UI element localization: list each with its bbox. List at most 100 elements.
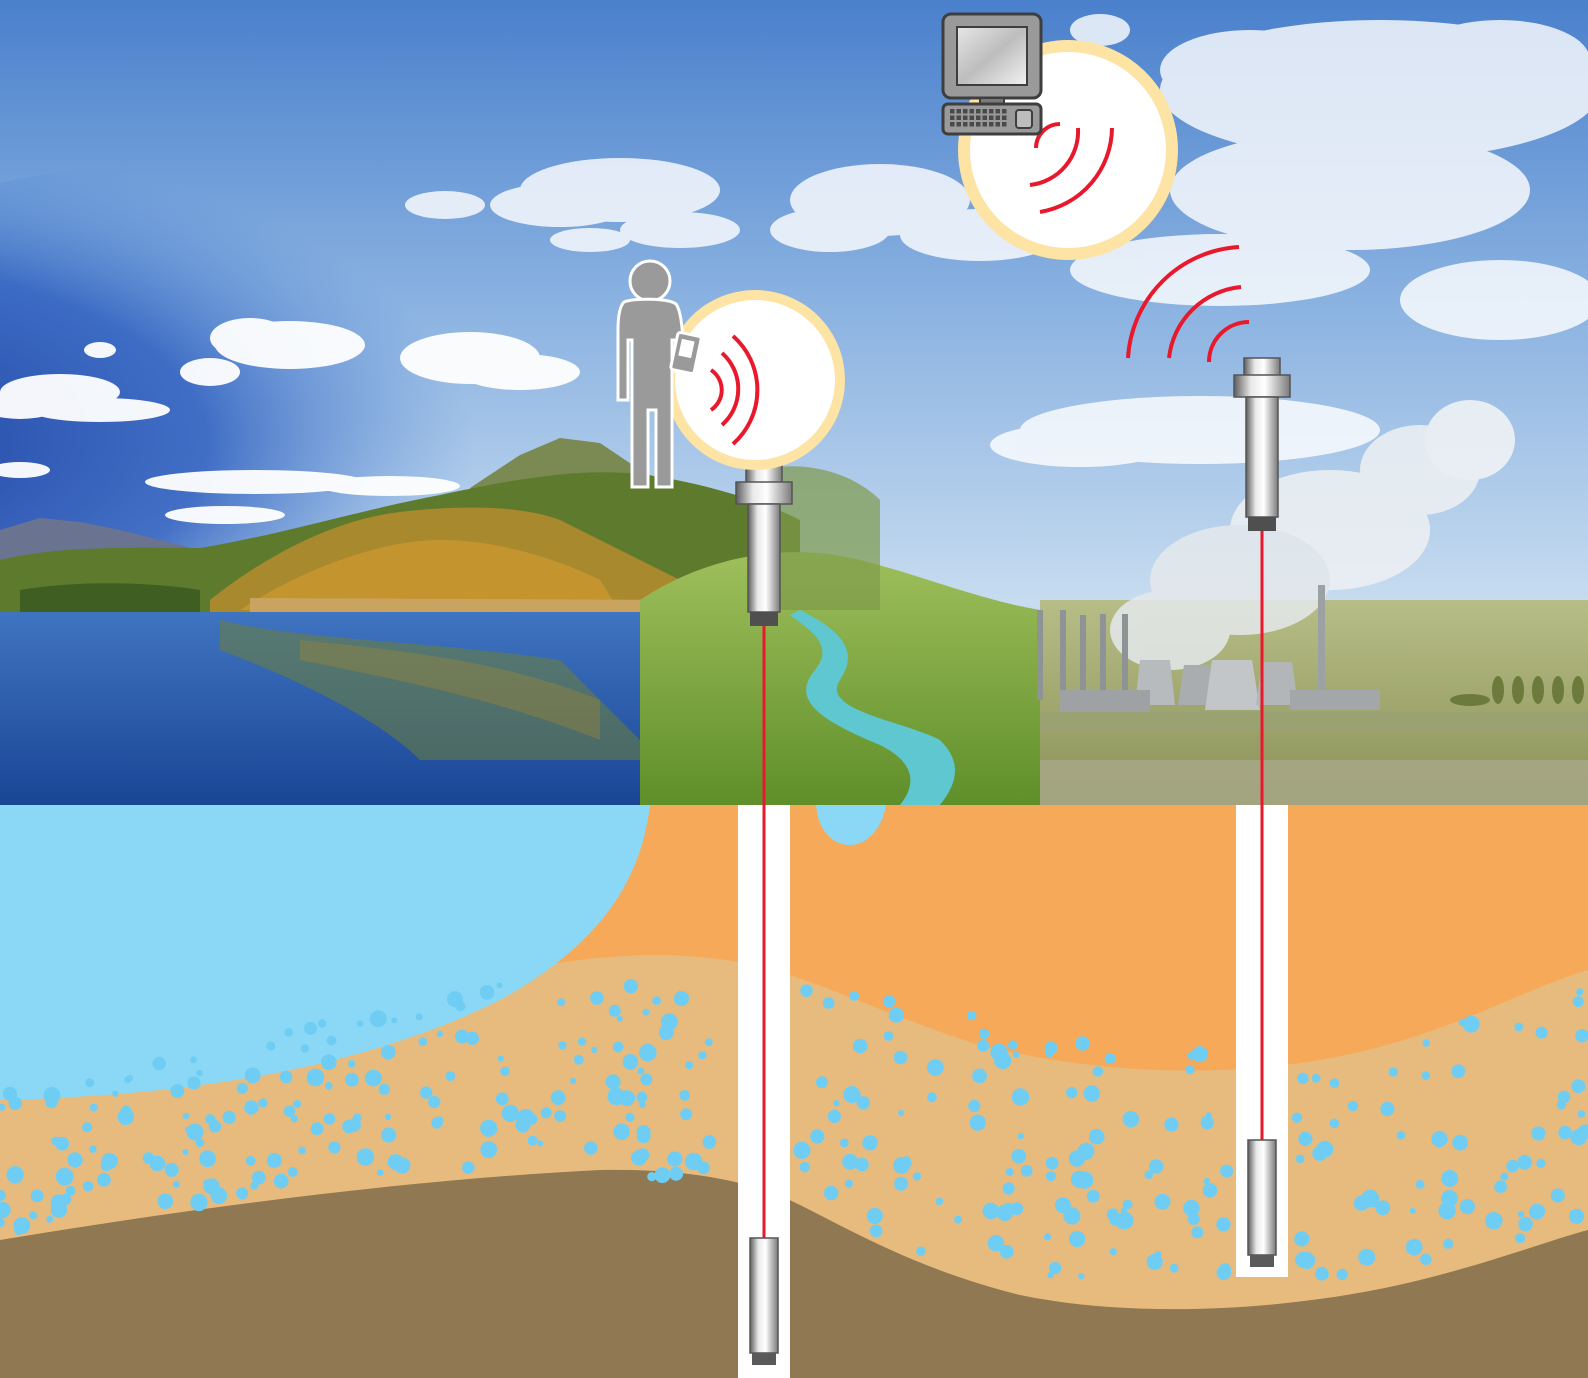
water-droplet [82,1181,94,1192]
water-droplet [1216,1265,1232,1280]
water-droplet [1005,1168,1014,1176]
water-droplet [1047,1272,1054,1279]
water-droplet [883,995,896,1008]
water-droplet [982,1202,1000,1220]
water-droplet [1557,1090,1571,1104]
water-droplet [420,1086,433,1099]
bedrock-layer [0,1169,1588,1378]
water-droplet [85,1078,95,1088]
water-droplet [205,1114,216,1125]
keyboard-key [989,109,994,114]
water-droplet [554,1110,567,1122]
keyboard-key [982,109,987,114]
water-droplet [384,1113,392,1121]
water-droplet [639,1043,657,1062]
keyboard-key [1002,109,1007,114]
water-droplet [101,1152,118,1170]
water-droplet [1295,1154,1305,1164]
water-droplet [1529,1203,1545,1220]
water-droplet [112,1090,119,1097]
water-droplet [1536,1158,1546,1169]
groundwater-droplets [0,979,1588,1281]
water-droplet [855,1157,869,1172]
water-droplet [680,1108,693,1121]
water-droplet [1422,1039,1431,1047]
water-droplet [591,1046,598,1054]
water-droplet [652,996,661,1005]
water-droplet [1485,1212,1503,1230]
keyboard-key [950,115,955,120]
water-droplet [1122,1199,1133,1210]
water-droplet [697,1161,710,1175]
water-droplet [667,1151,683,1167]
well-left [735,464,793,1378]
water-droplet [1431,1130,1448,1148]
water-droplet [495,1092,509,1106]
water-droplet [283,1105,296,1117]
water-droplet [251,1170,266,1185]
river-water-pocket [816,805,886,845]
keyboard-key [950,122,955,127]
water-droplet [0,1201,11,1219]
water-droplet [480,1141,498,1158]
water-droplet [1577,1110,1586,1118]
water-droplet [613,1123,630,1140]
water-droplet [149,1155,166,1172]
water-droplet [1068,1150,1086,1167]
water-droplet [1017,1133,1025,1140]
water-droplet [394,1157,411,1174]
water-droplet [631,1150,647,1166]
water-droplet [969,1114,986,1131]
water-droplet [1396,1130,1406,1140]
keyboard-key [989,122,994,127]
water-droplet [999,1244,1014,1259]
water-droplet [1572,996,1584,1008]
water-droplet [195,1138,205,1148]
water-droplet [170,1084,185,1098]
water-droplet [97,1172,111,1187]
water-droplet [244,1100,259,1115]
water-droplet [1114,1213,1131,1229]
handheld-user [616,259,845,489]
keyboard-key [976,109,981,114]
water-droplet [1045,1171,1057,1182]
water-droplet [810,1129,825,1144]
water-droplet [6,1166,24,1184]
water-droplet [1462,1015,1480,1033]
water-droplet [1066,1087,1078,1099]
water-droplet [1535,1026,1548,1039]
water-droplet [428,1095,441,1109]
water-droplet [569,1077,577,1084]
water-droplet [321,1054,337,1070]
water-droplet [799,1162,810,1173]
pressure-transducer-icon [1247,1139,1277,1267]
water-droplet [1185,1065,1195,1075]
water-droplet [465,1031,479,1045]
water-droplet [1506,1159,1519,1173]
water-droplet [300,1044,310,1053]
water-droplet [1577,1124,1588,1140]
water-droplet [1122,1111,1140,1128]
water-droplet [378,1083,390,1095]
water-droplet [258,1098,268,1108]
water-droplet [1298,1131,1313,1146]
water-droplet [1568,1208,1585,1224]
water-droplet [573,1054,584,1065]
water-droplet [1220,1164,1234,1178]
water-droplet [1420,1253,1432,1266]
water-droplet [1146,1253,1163,1270]
keyboard-key [969,122,974,127]
water-droplet [182,1148,189,1156]
water-droplet [698,1051,707,1060]
water-droplet [236,1187,249,1200]
water-droplet [51,1136,60,1146]
water-droplet [844,1179,854,1188]
water-droplet [418,1037,428,1046]
water-droplet [888,1007,904,1023]
water-droplet [1500,1172,1509,1181]
water-droplet [186,1123,204,1141]
keyboard-key [1002,122,1007,127]
water-droplet [852,1038,868,1054]
